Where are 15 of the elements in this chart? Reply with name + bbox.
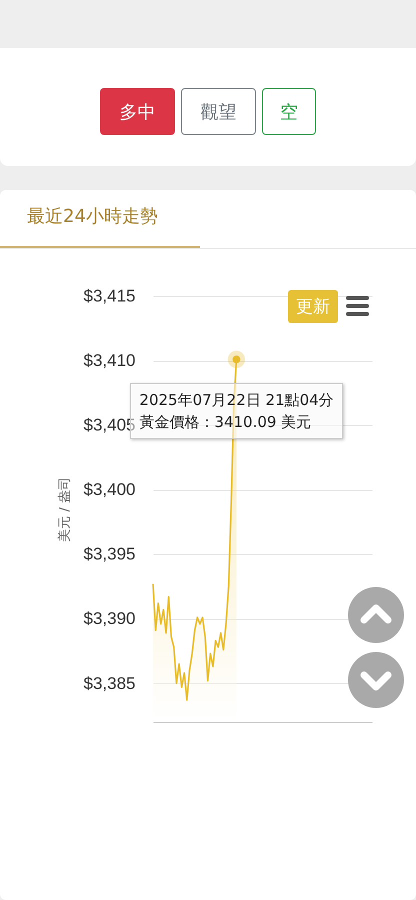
text: 觀望: [181, 88, 256, 135]
annotation: 更新: [288, 290, 338, 323]
text: 空: [262, 88, 316, 135]
y-tick-label: $3,395: [84, 544, 136, 564]
annotation: 黃金價格：3410.09 美元: [139, 412, 312, 434]
y-tick-label: $3,390: [84, 609, 136, 628]
text: 多中: [100, 88, 175, 135]
chart-title: 最近24小時走勢: [27, 205, 158, 228]
y-axis-title: 美元 / 盎司: [56, 477, 73, 542]
y-tick-label: $3,385: [84, 674, 136, 693]
y-tick-label: $3,405: [84, 416, 136, 435]
y-tick-label: $3,415: [84, 286, 136, 306]
annotation: 2025年07月22日 21點04分: [139, 390, 334, 412]
y-tick-label: $3,410: [84, 351, 136, 370]
y-tick-label: $3,400: [84, 480, 136, 500]
